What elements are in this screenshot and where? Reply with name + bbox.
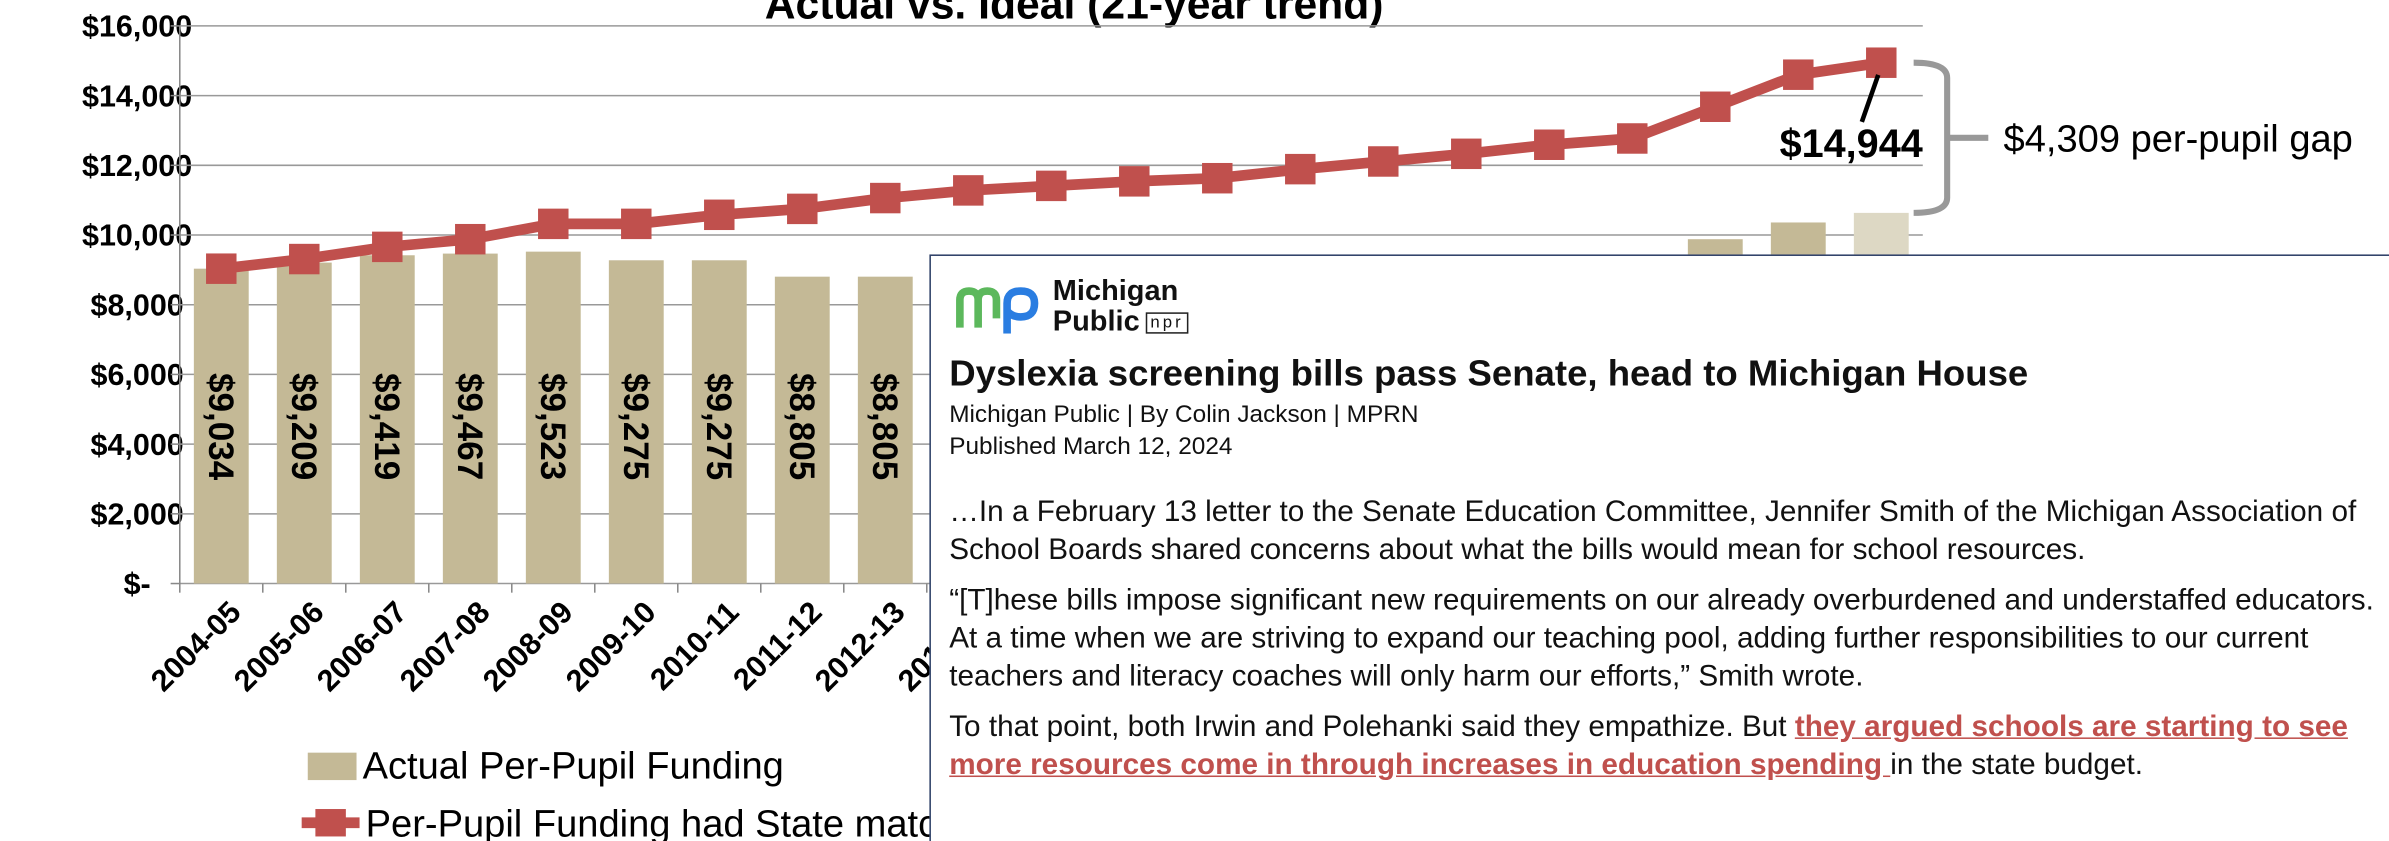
bar xyxy=(691,260,747,584)
legend-marker xyxy=(315,809,346,837)
value-label: $9,034 xyxy=(201,373,240,481)
bar xyxy=(774,276,830,584)
marker xyxy=(1617,123,1648,154)
value-label: $9,523 xyxy=(533,373,572,480)
x-tick-label: 2010-11 xyxy=(644,595,746,697)
value-label: $9,209 xyxy=(284,373,323,480)
marker xyxy=(1700,91,1731,122)
byline: Michigan Public | By Colin Jackson | MPR… xyxy=(949,402,1419,429)
marker xyxy=(1451,138,1482,170)
value-label: $8,805 xyxy=(782,373,821,480)
bracket xyxy=(1913,59,1989,216)
marker xyxy=(1534,129,1565,160)
marker xyxy=(1119,166,1150,197)
y-tick-label: $6,000 xyxy=(91,358,184,392)
x-tick-label: 2008-09 xyxy=(476,595,579,698)
x-tick-label: 2005-06 xyxy=(227,595,330,698)
x-tick-label: 2011-12 xyxy=(727,595,829,697)
y-tick-label: $8,000 xyxy=(91,288,184,322)
marker xyxy=(1202,162,1233,194)
value-label: $9,419 xyxy=(367,373,406,480)
x-tick-label: 2004-05 xyxy=(144,595,247,698)
paragraph: “[T]hese bills impose significant new re… xyxy=(949,583,2374,694)
leader-line xyxy=(1859,74,1881,123)
paragraph: To that point, both Irwin and Polehanki … xyxy=(949,708,2381,784)
legend-label: Actual Per-Pupil Funding xyxy=(363,746,784,788)
x-tick-label: 2006-07 xyxy=(310,595,413,698)
bar xyxy=(276,262,332,584)
bar xyxy=(442,253,498,584)
badge: npr xyxy=(1145,312,1189,334)
value-label: $8,805 xyxy=(865,373,904,480)
headline: Dyslexia screening bills pass Senate, he… xyxy=(949,353,2029,395)
chart-title: Actual vs. Ideal (21-year trend) xyxy=(765,0,1384,28)
brand-name: Michigan xyxy=(1052,275,1179,308)
article-card: Michigan Public npr Dyslexia screening bi… xyxy=(929,254,2389,841)
marker xyxy=(1783,59,1814,90)
marker xyxy=(1036,170,1067,202)
published: Published March 12, 2024 xyxy=(949,434,1233,461)
marker xyxy=(1368,146,1399,177)
marker xyxy=(372,231,403,263)
bar xyxy=(193,268,249,584)
point-label: $14,944 xyxy=(1780,122,1923,166)
marker xyxy=(704,199,735,231)
marker xyxy=(455,223,486,255)
y-tick-label: $2,000 xyxy=(91,497,184,531)
x-tick-label: 2009-10 xyxy=(559,595,662,698)
text: To that point, both Irwin and Polehanki … xyxy=(949,709,1795,744)
marker xyxy=(870,182,901,214)
marker xyxy=(206,253,237,284)
y-tick-label: $4,000 xyxy=(91,428,184,462)
bar xyxy=(359,255,415,584)
logo xyxy=(956,287,1039,334)
paragraph: …In a February 13 letter to the Senate E… xyxy=(949,495,2357,567)
marker xyxy=(787,193,818,225)
x-tick-label: 2012-13 xyxy=(808,595,911,698)
bar xyxy=(857,276,913,584)
value-label: $9,275 xyxy=(616,373,655,480)
marker xyxy=(953,175,984,206)
value-label: $9,467 xyxy=(450,373,489,480)
link[interactable]: they argued schools are starting to see … xyxy=(949,709,2348,782)
bar xyxy=(525,251,581,584)
gap-label: $4,309 per-pupil gap xyxy=(2004,119,2353,161)
value-label: $9,275 xyxy=(699,373,738,480)
x-tick-label: 2007-08 xyxy=(393,595,496,698)
marker xyxy=(1866,47,1897,78)
legend-swatch xyxy=(307,752,357,781)
bar xyxy=(608,260,664,584)
text: in the state budget. xyxy=(1890,748,2143,782)
brand: Michigan Public npr xyxy=(955,277,2389,338)
y-tick-label: $- xyxy=(124,567,151,601)
marker xyxy=(538,208,569,240)
marker xyxy=(621,208,652,240)
marker xyxy=(1285,153,1316,185)
marker xyxy=(289,243,320,275)
brand-name: Public xyxy=(1052,306,1140,339)
